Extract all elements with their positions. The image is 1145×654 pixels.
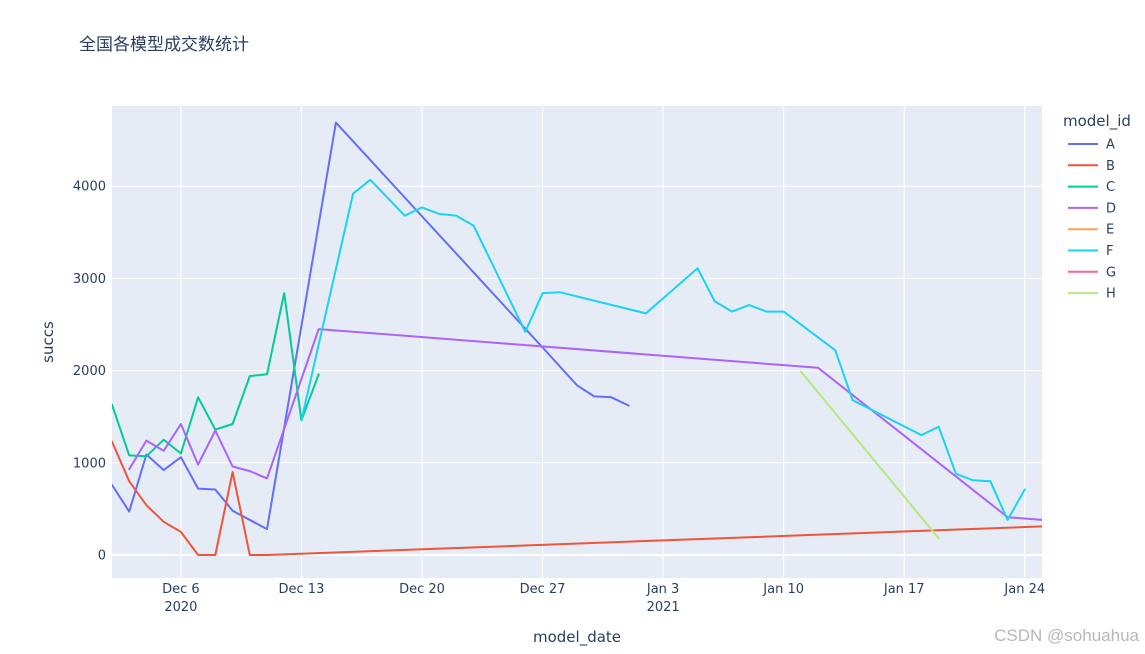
legend-item-g[interactable]: G	[1068, 265, 1116, 280]
x-tick-label: Dec 6	[162, 582, 200, 597]
x-axis-title: model_date	[533, 628, 621, 647]
chart-title: 全国各模型成交数统计	[79, 35, 249, 55]
series-line-a	[112, 121, 630, 531]
legend-label: H	[1106, 287, 1116, 302]
x-tick-label: Jan 24	[1003, 582, 1045, 597]
legend-label: G	[1106, 265, 1116, 280]
x-tick-label: Dec 27	[520, 582, 566, 597]
x-tick-year-label: 2020	[164, 600, 197, 615]
series-line-h	[799, 370, 940, 540]
legend-label: C	[1106, 180, 1115, 195]
y-tick-labels: 0 1000 2000 3000 4000	[73, 180, 106, 564]
x-gridlines	[180, 106, 1026, 578]
legend-item-a[interactable]: A	[1068, 138, 1115, 153]
series-line-d	[128, 328, 1042, 522]
legend-label: F	[1106, 244, 1113, 259]
y-tick-label: 2000	[73, 364, 106, 379]
y-tick-label: 0	[98, 548, 106, 563]
y-tick-label: 1000	[73, 456, 106, 471]
x-tick-label: Dec 20	[399, 582, 445, 597]
legend-title: model_id	[1063, 112, 1131, 131]
x-tick-label: Jan 17	[883, 582, 925, 597]
legend-item-f[interactable]: F	[1068, 244, 1113, 259]
y-tick-label: 4000	[73, 180, 106, 195]
legend-label: E	[1106, 223, 1114, 238]
series-line-f	[300, 178, 1026, 521]
legend-label: B	[1106, 159, 1115, 174]
legend-label: A	[1106, 138, 1115, 153]
legend-item-b[interactable]: B	[1068, 159, 1115, 174]
legend-item-c[interactable]: C	[1068, 180, 1115, 195]
legend-item-d[interactable]: D	[1068, 201, 1116, 216]
y-tick-label: 3000	[73, 272, 106, 287]
plot-background	[112, 106, 1042, 578]
legend-label: D	[1106, 201, 1116, 216]
y-axis-title: succs	[39, 321, 57, 363]
legend-item-e[interactable]: E	[1068, 223, 1114, 238]
legend-item-h[interactable]: H	[1068, 287, 1116, 302]
x-tick-label: Jan 10	[762, 582, 804, 597]
x-tick-label: Jan 3	[646, 582, 679, 597]
series-lines	[112, 121, 1042, 556]
series-line-b	[112, 440, 1042, 556]
x-tick-label: Dec 13	[279, 582, 325, 597]
x-tick-year-label: 2021	[647, 600, 680, 615]
x-tick-labels: Dec 6 2020 Dec 13 Dec 20 Dec 27 Jan 3 2021 Jan …	[162, 582, 1045, 615]
watermark: CSDN @sohuahua	[994, 626, 1139, 645]
